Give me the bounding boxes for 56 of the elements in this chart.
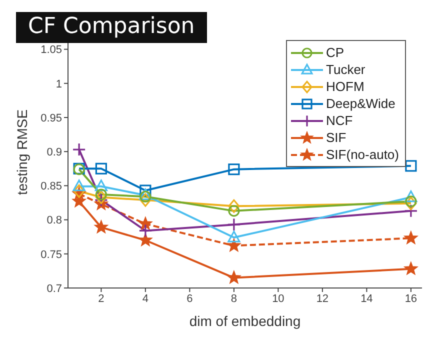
point <box>140 190 152 202</box>
point <box>228 164 240 176</box>
point <box>404 231 418 244</box>
y-tick-label: 0.7 <box>46 282 62 295</box>
legend-label: CP <box>326 45 344 60</box>
legend-label: Tucker <box>326 62 366 77</box>
point <box>228 230 240 242</box>
point <box>227 238 241 252</box>
y-axis-title: testing RMSE <box>14 109 30 195</box>
x-tick-label: 8 <box>230 292 237 305</box>
point <box>404 190 418 202</box>
point <box>138 224 152 238</box>
y-tick-label: 0.9 <box>46 146 62 158</box>
point <box>94 220 108 234</box>
point <box>227 218 241 232</box>
legend-label: Deep&Wide <box>326 96 396 111</box>
point <box>404 204 418 218</box>
x-tick-label: 14 <box>360 292 373 305</box>
point <box>140 193 152 207</box>
point <box>405 196 417 210</box>
point <box>405 160 417 172</box>
y-tick-label: 0.95 <box>40 112 62 124</box>
point <box>95 190 107 204</box>
point <box>94 193 108 207</box>
y-tick-label: 1 <box>56 78 62 90</box>
point <box>72 180 86 192</box>
x-tick-label: 16 <box>404 292 418 305</box>
legend-label: SIF <box>326 130 346 145</box>
y-tick-label: 0.8 <box>46 214 62 227</box>
y-tick-label: 1.05 <box>40 44 62 56</box>
point <box>140 184 152 196</box>
x-tick-label: 6 <box>186 292 193 305</box>
legend-label: NCF <box>326 113 353 128</box>
chart-title: CF Comparison <box>16 12 207 43</box>
point <box>139 188 152 200</box>
y-tick-label: 0.85 <box>40 180 62 193</box>
point <box>228 199 240 213</box>
x-tick-label: 12 <box>316 292 329 305</box>
point <box>73 184 85 198</box>
point <box>227 270 241 284</box>
point <box>95 188 107 200</box>
legend-label: HOFM <box>326 79 364 94</box>
point <box>228 205 240 217</box>
point <box>94 180 108 192</box>
x-tick-label: 2 <box>98 292 104 305</box>
x-tick-label: 4 <box>142 292 148 305</box>
point <box>138 216 152 230</box>
point <box>95 162 107 174</box>
point <box>404 262 418 275</box>
y-tick-label: 0.75 <box>40 248 62 261</box>
point <box>405 196 417 208</box>
point <box>72 142 86 156</box>
legend-label: SIF(no-auto) <box>326 147 399 162</box>
x-tick-label: 10 <box>272 292 284 305</box>
x-axis-title: dim of embedding <box>189 313 301 329</box>
point <box>138 233 152 246</box>
